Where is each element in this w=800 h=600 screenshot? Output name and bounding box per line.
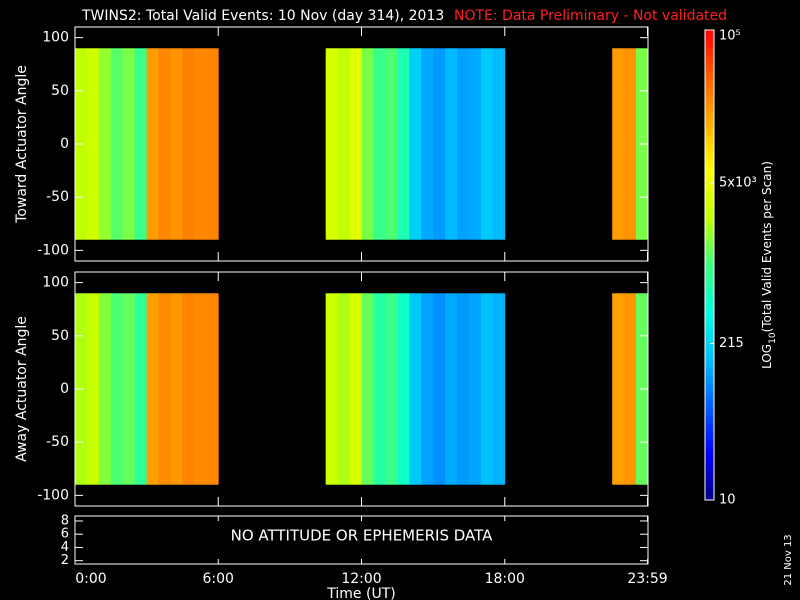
heatmap-column — [421, 293, 434, 485]
heatmap-column — [337, 293, 350, 485]
heatmap-column — [122, 293, 136, 485]
colorbar-tick-label: 10 — [719, 493, 736, 508]
heatmap-column — [110, 293, 124, 485]
heatmap-column — [612, 48, 625, 240]
heatmap-column — [624, 293, 637, 485]
y-axis-title: Toward Actuator Angle — [14, 65, 30, 224]
heatmap-column — [373, 48, 386, 240]
heatmap-column — [409, 48, 422, 240]
colorbar-title-part: 10 — [768, 332, 778, 344]
heatmap-column — [433, 48, 446, 240]
heatmap-column — [397, 48, 410, 240]
heatmap-column — [194, 293, 207, 485]
x-tick-label: 6:00 — [203, 571, 234, 587]
colorbar-tick-label: 5x10³ — [719, 175, 757, 190]
y-tick-label: -50 — [46, 189, 69, 205]
heatmap-column — [349, 48, 362, 240]
colorbar-title: LOG10(Total Valid Events per Scan) — [760, 161, 778, 369]
heatmap-column — [468, 293, 482, 485]
heatmap-column — [397, 293, 410, 485]
heatmap-column — [468, 48, 482, 240]
heatmap-column — [361, 293, 374, 485]
heatmap-column — [349, 293, 362, 485]
title: TWINS2: Total Valid Events: 10 Nov (day … — [81, 8, 444, 24]
y-tick-label: 0 — [60, 381, 69, 397]
heatmap-column — [170, 48, 183, 240]
heatmap-column — [206, 48, 219, 240]
y-tick-label: -100 — [37, 242, 69, 258]
x-tick-label: 23:59 — [627, 571, 667, 587]
colorbar-tick-label: 10⁵ — [719, 29, 741, 44]
colorbar-title-part: LOG — [760, 344, 774, 369]
heatmap-column — [146, 48, 159, 240]
heatmap-column — [134, 48, 148, 240]
colorbar-tick-label: 215 — [719, 336, 744, 351]
y-tick-label: 50 — [51, 328, 69, 344]
heatmap-column — [86, 48, 100, 240]
annotation: NO ATTITUDE OR EPHEMERIS DATA — [231, 527, 494, 545]
heatmap-column — [170, 293, 183, 485]
y-tick-label: -50 — [46, 434, 69, 450]
x-tick-label: 12:00 — [341, 571, 381, 587]
heatmap-column — [98, 48, 112, 240]
y-tick-label: 0 — [60, 136, 69, 152]
x-tick-label: 18:00 — [485, 571, 525, 587]
heatmap-column — [445, 48, 458, 240]
heatmap-column — [206, 293, 219, 485]
heatmap-column — [134, 293, 148, 485]
heatmap-column — [492, 293, 506, 485]
note: NOTE: Data Preliminary - Not validated — [454, 8, 727, 24]
heatmap-column — [122, 48, 136, 240]
date-stamp: 21 Nov 13 — [783, 534, 794, 585]
heatmap-column — [409, 293, 422, 485]
y-tick-label: 6 — [61, 527, 69, 542]
heatmap-column — [361, 48, 374, 240]
y-tick-label: 8 — [61, 513, 69, 528]
heatmap-column — [86, 293, 100, 485]
heatmap-column — [421, 48, 434, 240]
heatmap-column — [445, 293, 458, 485]
y-axis-title: Away Actuator Angle — [14, 316, 30, 462]
colorbar-title-part: (Total Valid Events per Scan) — [760, 161, 774, 332]
y-tick-label: 2 — [61, 553, 69, 568]
heatmap-column — [194, 48, 207, 240]
heatmap-column — [433, 293, 446, 485]
heatmap-column — [457, 293, 470, 485]
y-tick-label: 100 — [42, 30, 69, 46]
colorbar — [704, 29, 715, 501]
y-tick-label: 100 — [42, 275, 69, 291]
heatmap-column — [182, 293, 195, 485]
x-axis-title: Time (UT) — [326, 586, 395, 600]
heatmap-column — [98, 293, 112, 485]
heatmap-column — [385, 293, 398, 485]
heatmap-column — [158, 48, 171, 240]
heatmap-column — [457, 48, 470, 240]
heatmap-column — [385, 48, 398, 240]
heatmap-column — [146, 293, 159, 485]
heatmap-column — [158, 293, 171, 485]
heatmap-column — [373, 293, 386, 485]
heatmap-column — [480, 48, 494, 240]
y-tick-label: 50 — [51, 83, 69, 99]
y-tick-label: -100 — [37, 487, 69, 503]
y-tick-label: 4 — [61, 540, 69, 555]
heatmap-column — [325, 293, 339, 485]
heatmap-column — [612, 293, 625, 485]
heatmap-column — [492, 48, 506, 240]
x-tick-label: 0:00 — [75, 571, 106, 587]
heatmap-column — [624, 48, 637, 240]
heatmap-column — [480, 293, 494, 485]
heatmap-column — [325, 48, 339, 240]
heatmap-column — [182, 48, 195, 240]
heatmap-column — [110, 48, 124, 240]
heatmap-column — [337, 48, 350, 240]
